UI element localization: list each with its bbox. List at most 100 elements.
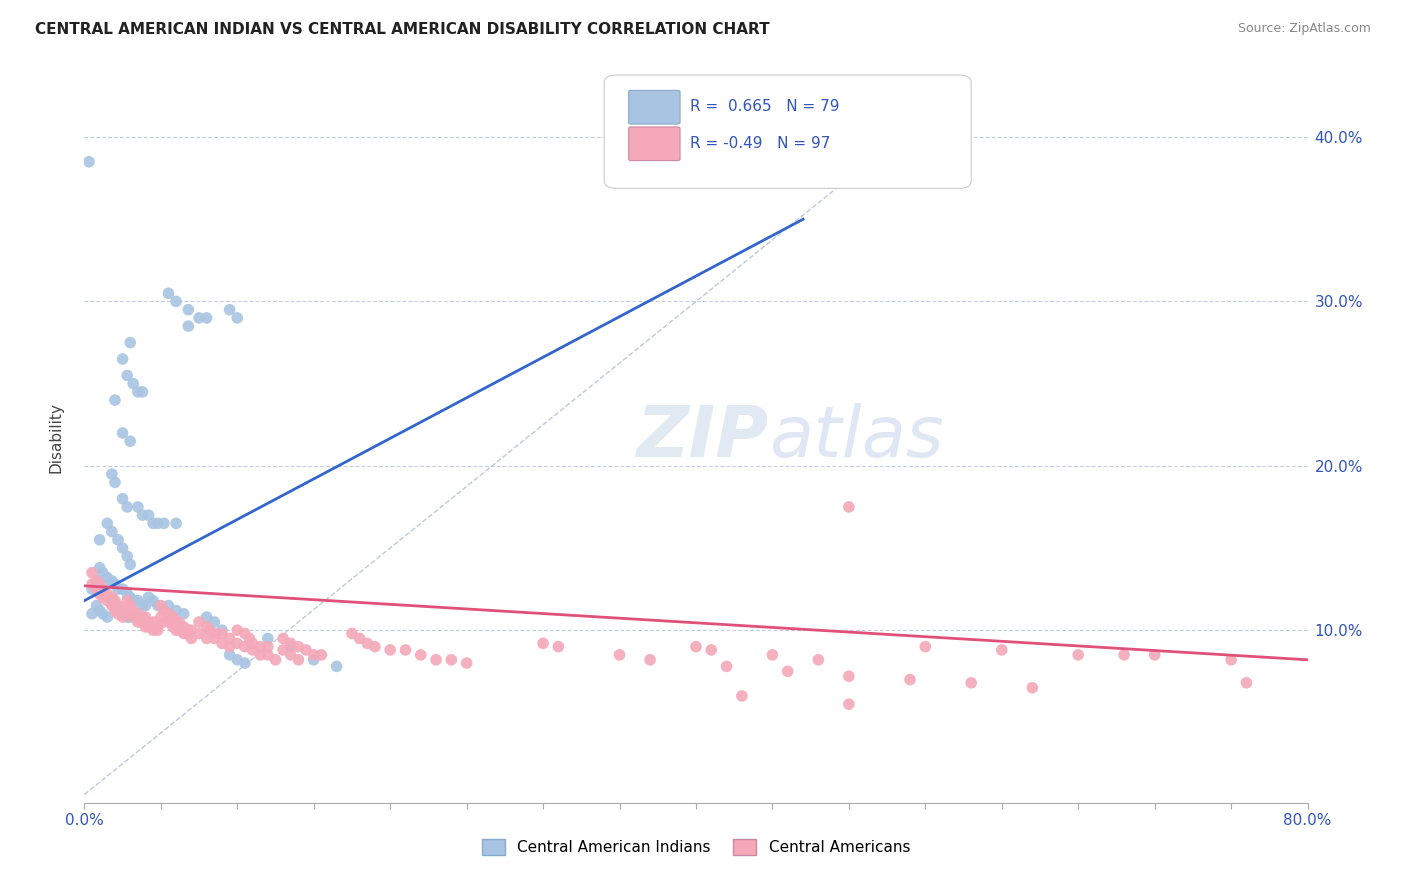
- Point: [107, 607, 129, 621]
- Point: [122, 603, 145, 617]
- Point: [638, 653, 661, 667]
- Point: [218, 640, 240, 654]
- Point: [280, 636, 302, 650]
- Point: [188, 615, 211, 629]
- Point: [165, 603, 187, 617]
- Point: [1236, 675, 1258, 690]
- Point: [115, 368, 138, 383]
- Point: [409, 648, 432, 662]
- Point: [138, 591, 160, 605]
- Point: [91, 577, 114, 591]
- Point: [177, 302, 200, 317]
- Point: [271, 643, 294, 657]
- Point: [295, 643, 318, 657]
- Text: atlas: atlas: [769, 402, 943, 472]
- Point: [218, 632, 240, 646]
- Point: [157, 286, 180, 301]
- Point: [138, 620, 160, 634]
- Point: [165, 294, 187, 309]
- Point: [107, 603, 129, 617]
- Point: [776, 665, 799, 679]
- Point: [89, 603, 111, 617]
- Point: [202, 632, 225, 646]
- Point: [111, 610, 134, 624]
- Point: [1143, 648, 1166, 662]
- Point: [127, 607, 149, 621]
- Point: [96, 516, 118, 531]
- Legend: Central American Indians, Central Americans: Central American Indians, Central Americ…: [475, 833, 917, 861]
- Point: [80, 607, 103, 621]
- Point: [218, 302, 240, 317]
- Point: [609, 648, 631, 662]
- Point: [249, 648, 271, 662]
- Point: [101, 467, 124, 481]
- Point: [456, 656, 478, 670]
- Point: [101, 591, 124, 605]
- Point: [149, 610, 172, 624]
- Point: [249, 640, 271, 654]
- Point: [111, 603, 134, 617]
- FancyBboxPatch shape: [605, 75, 972, 188]
- Point: [138, 615, 160, 629]
- Point: [700, 643, 723, 657]
- Point: [101, 524, 124, 539]
- Point: [233, 656, 256, 670]
- Point: [838, 500, 860, 514]
- Point: [188, 626, 211, 640]
- Point: [211, 624, 233, 638]
- Point: [101, 593, 124, 607]
- FancyBboxPatch shape: [628, 90, 681, 124]
- Point: [195, 610, 218, 624]
- Point: [242, 636, 264, 650]
- Point: [807, 653, 830, 667]
- Point: [157, 599, 180, 613]
- Text: CENTRAL AMERICAN INDIAN VS CENTRAL AMERICAN DISABILITY CORRELATION CHART: CENTRAL AMERICAN INDIAN VS CENTRAL AMERI…: [35, 22, 769, 37]
- Point: [127, 593, 149, 607]
- Point: [86, 574, 108, 588]
- Point: [287, 640, 309, 654]
- Point: [127, 384, 149, 399]
- Point: [195, 632, 218, 646]
- Point: [127, 615, 149, 629]
- Point: [104, 393, 127, 408]
- Point: [167, 624, 190, 638]
- Point: [86, 574, 108, 588]
- Point: [142, 615, 165, 629]
- Point: [195, 310, 218, 325]
- Point: [135, 599, 157, 613]
- Point: [153, 603, 176, 617]
- Point: [120, 434, 142, 449]
- Point: [157, 607, 180, 621]
- Point: [115, 500, 138, 514]
- Point: [226, 310, 249, 325]
- Point: [218, 648, 240, 662]
- Point: [120, 610, 142, 624]
- Point: [91, 566, 114, 580]
- Point: [1067, 648, 1090, 662]
- Point: [89, 587, 111, 601]
- Text: R = -0.49   N = 97: R = -0.49 N = 97: [690, 136, 830, 151]
- Point: [111, 541, 134, 555]
- Point: [153, 516, 176, 531]
- Point: [86, 582, 108, 596]
- Point: [80, 566, 103, 580]
- Point: [716, 659, 738, 673]
- Point: [226, 653, 249, 667]
- Point: [898, 673, 921, 687]
- Point: [115, 593, 138, 607]
- Point: [101, 574, 124, 588]
- Point: [122, 610, 145, 624]
- Point: [146, 516, 169, 531]
- Point: [238, 632, 260, 646]
- Point: [111, 351, 134, 366]
- Point: [177, 626, 200, 640]
- Point: [380, 643, 402, 657]
- Point: [162, 620, 184, 634]
- Point: [233, 640, 256, 654]
- Point: [80, 577, 103, 591]
- Point: [107, 582, 129, 596]
- Point: [104, 593, 127, 607]
- Point: [122, 376, 145, 391]
- Point: [188, 310, 211, 325]
- Point: [1114, 648, 1136, 662]
